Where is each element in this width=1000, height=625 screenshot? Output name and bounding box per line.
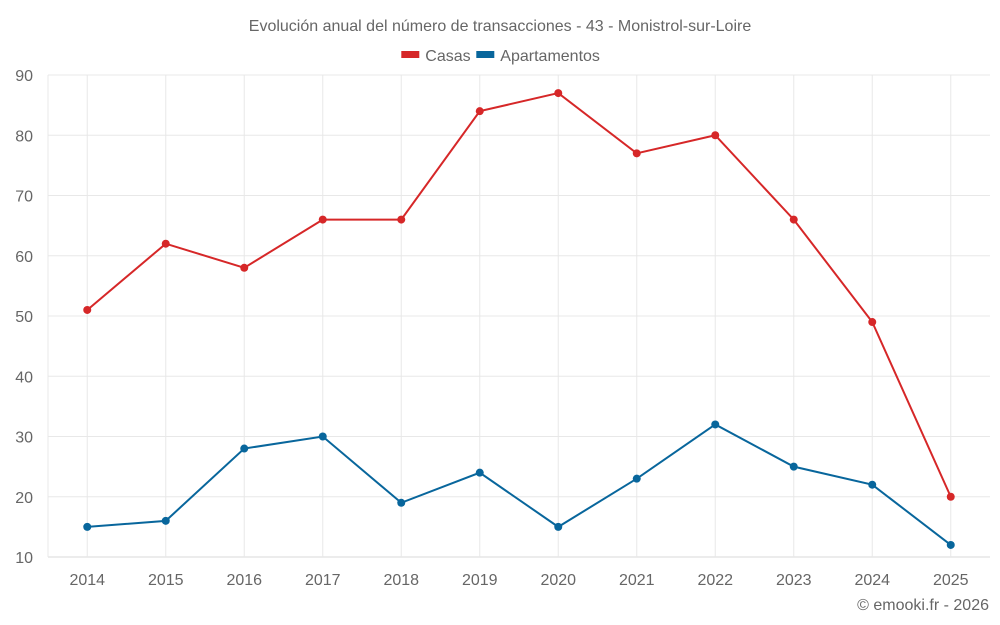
x-tick-label: 2025 <box>933 572 969 589</box>
x-tick-label: 2014 <box>69 572 105 589</box>
data-point[interactable] <box>868 318 877 327</box>
x-tick-label: 2018 <box>383 572 419 589</box>
data-point[interactable] <box>318 215 327 224</box>
data-point[interactable] <box>868 480 877 489</box>
legend: Casas Apartamentos <box>401 48 600 65</box>
data-point[interactable] <box>946 540 955 549</box>
y-tick-label: 10 <box>15 550 33 567</box>
x-tick-label: 2019 <box>462 572 498 589</box>
x-tick-label: 2017 <box>305 572 341 589</box>
data-point[interactable] <box>475 468 484 477</box>
y-tick-label: 30 <box>15 430 33 447</box>
legend-item-apartamentos[interactable]: Apartamentos <box>476 48 600 65</box>
y-axis: 10 20 30 40 50 60 70 80 90 <box>15 68 33 567</box>
x-tick-label: 2024 <box>854 572 890 589</box>
x-tick-label: 2021 <box>619 572 655 589</box>
series-casas <box>83 89 955 501</box>
legend-swatch <box>401 51 420 58</box>
data-point[interactable] <box>789 462 798 471</box>
x-tick-label: 2016 <box>226 572 262 589</box>
x-tick-label: 2015 <box>148 572 184 589</box>
legend-label: Apartamentos <box>500 48 600 65</box>
series-line <box>86 91 952 498</box>
data-point[interactable] <box>946 492 955 501</box>
legend-label: Casas <box>425 48 470 65</box>
data-point[interactable] <box>554 522 563 531</box>
legend-item-casas[interactable]: Casas <box>401 48 471 65</box>
data-point[interactable] <box>161 239 170 248</box>
series-apartamentos <box>83 420 955 549</box>
data-point[interactable] <box>318 432 327 441</box>
data-point[interactable] <box>397 215 406 224</box>
data-point[interactable] <box>83 305 92 314</box>
grid <box>47 74 990 558</box>
y-tick-label: 50 <box>15 309 33 326</box>
credit-text: © emooki.fr - 2026 <box>857 597 989 614</box>
data-point[interactable] <box>632 474 641 483</box>
data-point[interactable] <box>240 263 249 272</box>
data-point[interactable] <box>789 215 798 224</box>
data-point[interactable] <box>632 149 641 158</box>
y-tick-label: 70 <box>15 189 33 206</box>
data-point[interactable] <box>554 89 563 98</box>
legend-swatch <box>476 51 495 58</box>
data-point[interactable] <box>83 522 92 531</box>
y-tick-label: 90 <box>15 68 33 85</box>
y-tick-label: 20 <box>15 490 33 507</box>
series-line <box>87 423 952 546</box>
data-point[interactable] <box>475 107 484 116</box>
data-point[interactable] <box>240 444 249 453</box>
data-point[interactable] <box>161 516 170 525</box>
x-tick-label: 2023 <box>776 572 812 589</box>
x-tick-label: 2020 <box>540 572 576 589</box>
series-group <box>83 89 955 549</box>
x-axis: 2014 2015 2016 2017 2018 2019 2020 2021 2022 2023… <box>69 572 968 589</box>
chart-title: Evolución anual del número de transaccio… <box>249 18 752 35</box>
y-tick-label: 60 <box>15 249 33 266</box>
data-point[interactable] <box>711 131 720 140</box>
x-tick-label: 2022 <box>697 572 733 589</box>
data-point[interactable] <box>711 420 720 429</box>
y-tick-label: 80 <box>15 128 33 145</box>
y-tick-label: 40 <box>15 369 33 386</box>
data-point[interactable] <box>397 498 406 507</box>
